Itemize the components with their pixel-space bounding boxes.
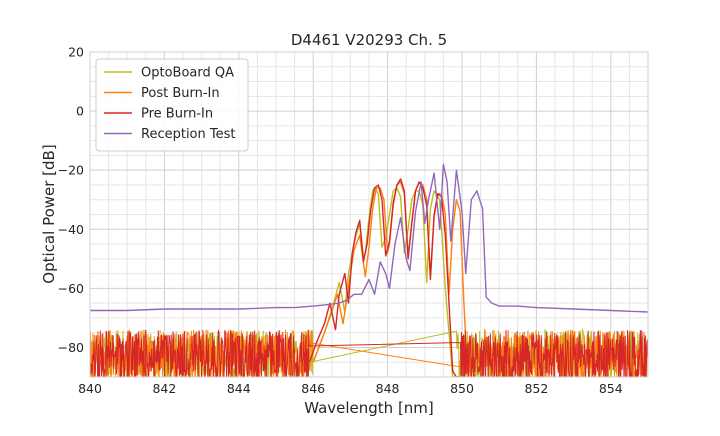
- x-tick-label: 844: [227, 381, 251, 396]
- x-axis-label: Wavelength [nm]: [304, 399, 434, 417]
- x-tick-label: 850: [450, 381, 474, 396]
- series-lines: [90, 163, 648, 377]
- legend-label: Pre Burn-In: [141, 107, 213, 122]
- x-tick-label: 846: [301, 381, 325, 396]
- legend-label: Post Burn-In: [141, 86, 220, 101]
- legend-label: Reception Test: [141, 127, 235, 142]
- tick-labels: 840 842 844 846 848 850 852 854 20 0 −20 −40 −60 −80: [58, 45, 623, 397]
- y-tick-label: −80: [58, 340, 84, 355]
- y-tick-label: −40: [58, 222, 84, 237]
- y-tick-label: 20: [68, 45, 84, 60]
- x-tick-label: 840: [78, 381, 102, 396]
- legend-box: [95, 58, 249, 152]
- chart-title: D4461 V20293 Ch. 5: [291, 31, 447, 49]
- series-line: [90, 163, 648, 313]
- legend: OptoBoard QA Post Burn-In Pre Burn-In Recep…: [95, 58, 249, 152]
- x-tick-label: 842: [152, 381, 176, 396]
- y-tick-label: −60: [58, 281, 84, 296]
- y-tick-label: −20: [58, 163, 84, 178]
- x-tick-label: 854: [599, 381, 623, 396]
- y-tick-label: 0: [76, 104, 84, 119]
- legend-label: OptoBoard QA: [141, 66, 234, 81]
- series-line: [312, 187, 457, 377]
- y-axis-label: Optical Power [dB]: [40, 144, 58, 283]
- x-tick-label: 852: [524, 381, 548, 396]
- series-noise-floor: [90, 329, 648, 377]
- x-tick-label: 848: [376, 381, 400, 396]
- plot-border: [89, 51, 649, 378]
